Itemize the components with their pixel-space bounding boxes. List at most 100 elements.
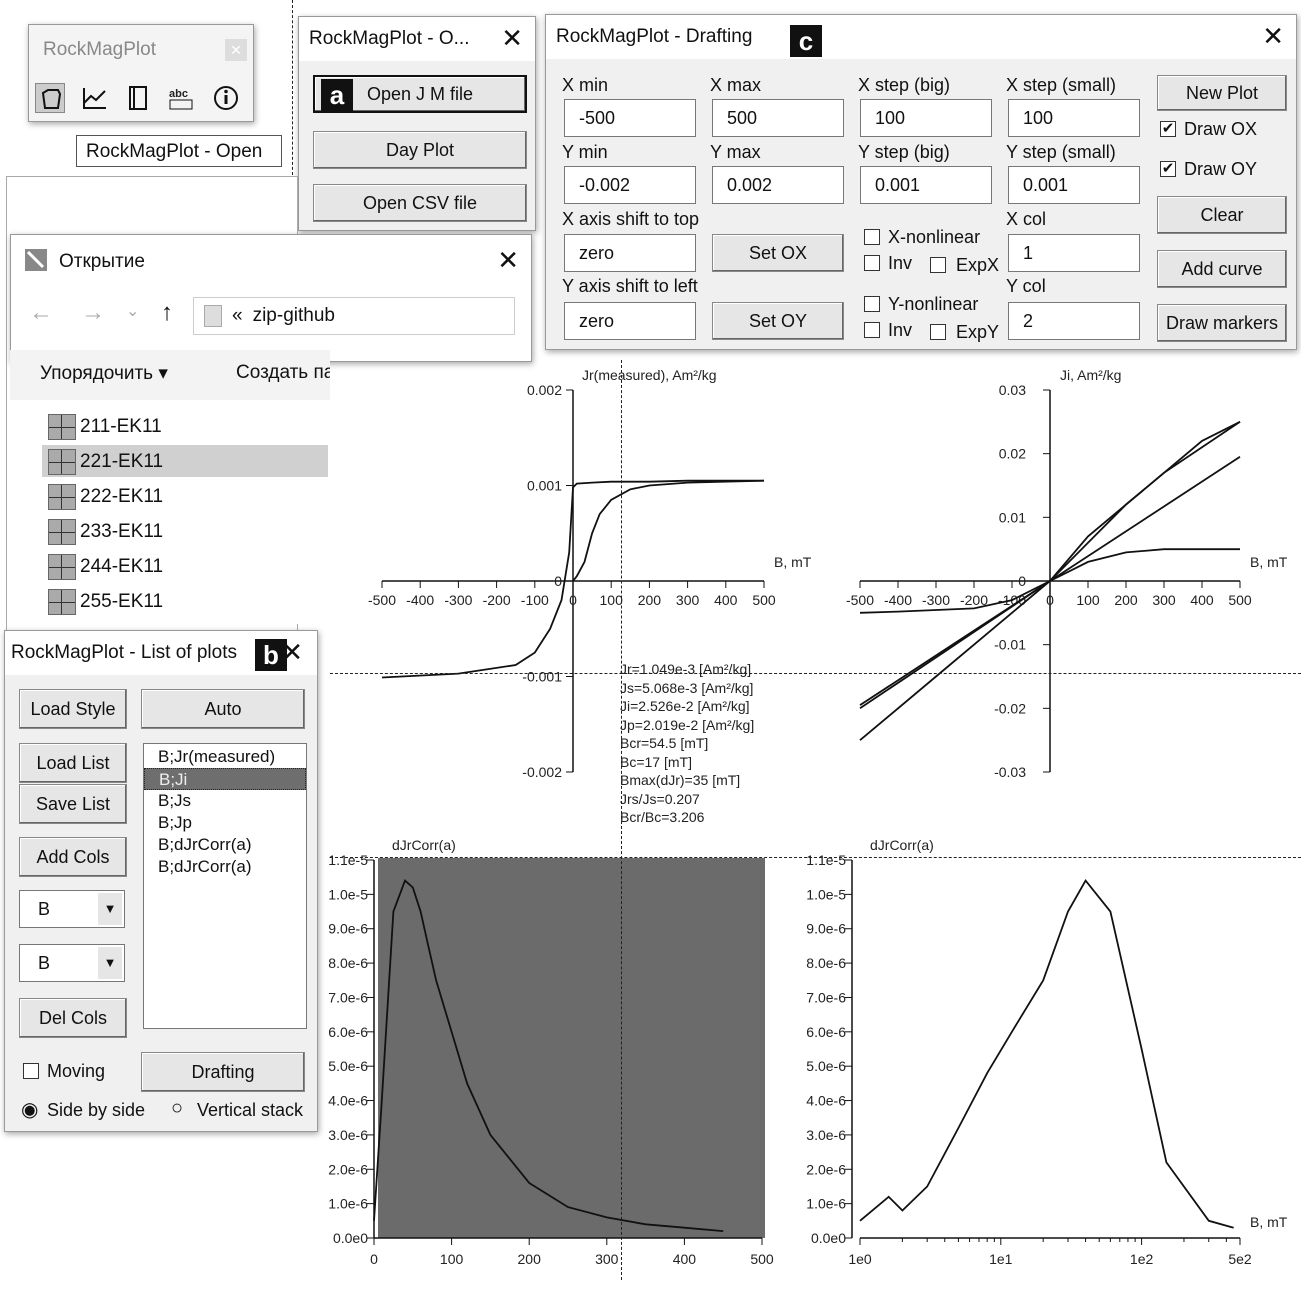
close-icon[interactable]: ✕ [1262, 21, 1284, 51]
draw-ox-checkbox[interactable]: ✔ [1160, 120, 1176, 137]
list-item[interactable]: B;Js [158, 791, 192, 810]
list-item[interactable]: B;Jp [158, 813, 193, 832]
x-tick-label: -400 [406, 592, 434, 608]
set-ox-button[interactable]: Set OX [712, 234, 844, 272]
file-icon [48, 484, 76, 510]
file-item[interactable]: 233-EK11 [48, 517, 163, 547]
file-item[interactable]: 221-EK11 [48, 447, 163, 477]
xmax-input[interactable]: 500 [712, 99, 844, 137]
load-style-button[interactable]: Load Style [19, 689, 127, 729]
close-icon[interactable]: ✕ [501, 23, 523, 53]
file-item[interactable]: 255-EK11 [48, 587, 163, 617]
y-tick-label: 3.0e-6 [806, 1127, 846, 1143]
draw-oy-checkbox[interactable]: ✔ [1160, 160, 1176, 177]
auto-button[interactable]: Auto [141, 689, 305, 729]
xcol-input[interactable]: 1 [1008, 234, 1140, 272]
moving-label: Moving [47, 1061, 106, 1081]
file-item[interactable]: 211-EK11 [48, 412, 162, 442]
dropdown-arrow-icon: ▼ [98, 947, 122, 979]
forward-arrow-icon[interactable]: → [81, 299, 105, 326]
guide-line-vertical-cursor [621, 360, 622, 1280]
x-tick-label: 500 [1228, 592, 1252, 608]
inv-y-checkbox[interactable] [864, 322, 880, 338]
y-tick-label: 7.0e-6 [328, 989, 368, 1005]
mini-toolbar-title: RockMagPlot [43, 39, 156, 60]
ycol-input[interactable]: 2 [1008, 302, 1140, 340]
document-icon[interactable] [123, 83, 153, 113]
series-line [572, 479, 765, 582]
ystep-big-input[interactable]: 0.001 [860, 166, 992, 204]
day-plot-button[interactable]: Day Plot [313, 131, 527, 169]
list-item[interactable]: B;dJrCorr(a) [158, 835, 252, 854]
add-curve-button[interactable]: Add curve [1157, 250, 1287, 288]
plot-icon[interactable] [79, 83, 109, 113]
close-icon[interactable]: ✕ [225, 39, 247, 61]
moving-checkbox[interactable] [23, 1063, 39, 1079]
set-oy-button[interactable]: Set OY [712, 302, 844, 340]
add-cols-button[interactable]: Add Cols [19, 837, 127, 877]
path-bar[interactable]: « zip-github [193, 297, 515, 335]
recent-dropdown-icon[interactable]: ⌄ [126, 303, 140, 320]
ystep-small-label: Y step (small) [1006, 142, 1116, 162]
xmin-input[interactable]: -500 [564, 99, 696, 137]
xshift-input[interactable]: zero [564, 234, 696, 272]
back-arrow-icon[interactable]: ← [29, 299, 53, 326]
x-tick-label: -400 [884, 592, 912, 608]
list-item[interactable]: B;Jr(measured) [158, 747, 276, 766]
list-item[interactable]: B;dJrCorr(a) [158, 857, 252, 876]
draw-ox-label: Draw OX [1184, 119, 1258, 139]
vertical-stack-radio[interactable]: ○ [171, 1097, 184, 1119]
organize-menu[interactable]: Упорядочить ▾ [40, 363, 168, 384]
expx-checkbox[interactable] [930, 257, 946, 273]
path-prefix: « [232, 305, 243, 326]
xstep-small-input[interactable]: 100 [1008, 99, 1140, 137]
y-tick-label: 2.0e-6 [806, 1161, 846, 1177]
inv-x-checkbox[interactable] [864, 255, 880, 271]
expy-checkbox[interactable] [930, 324, 946, 340]
chart-ji: Ji, Am²/kgB, mT-500 -400 -300 -200 -100 0 100 2… [846, 367, 1288, 780]
close-icon[interactable]: ✕ [497, 245, 519, 275]
panel-tag-b: b [255, 639, 287, 671]
xstep-big-input[interactable]: 100 [860, 99, 992, 137]
drafting-button[interactable]: Drafting [141, 1052, 305, 1092]
open-icon[interactable] [35, 83, 65, 113]
column-select-2[interactable]: B ▼ [19, 944, 125, 982]
x-tick-label: -300 [444, 592, 472, 608]
x-tick-label: 5e2 [1228, 1251, 1252, 1267]
open-csv-file-button[interactable]: Open CSV file [313, 184, 527, 222]
ymax-input[interactable]: 0.002 [712, 166, 844, 204]
x-tick-label: 500 [750, 1251, 774, 1267]
side-by-side-radio[interactable]: ◉ [21, 1099, 39, 1121]
ymin-input[interactable]: -0.002 [564, 166, 696, 204]
del-cols-button[interactable]: Del Cols [19, 998, 127, 1038]
ymax-label: Y max [710, 142, 761, 162]
new-plot-button[interactable]: New Plot [1157, 75, 1287, 111]
load-list-button[interactable]: Load List [19, 743, 127, 783]
info-icon[interactable] [211, 83, 241, 113]
plot-list[interactable]: B;Jr(measured) B;Ji B;Js B;Jp B;dJrCorr(… [143, 743, 307, 1029]
file-item[interactable]: 222-EK11 [48, 482, 163, 512]
path-text: zip-github [252, 305, 335, 326]
open-dialog-title: RockMagPlot - O... [309, 28, 470, 49]
clear-button[interactable]: Clear [1157, 196, 1287, 234]
file-item[interactable]: 244-EK11 [48, 552, 163, 582]
x-nonlinear-checkbox[interactable] [864, 229, 880, 245]
save-list-button[interactable]: Save List [19, 784, 127, 824]
abc-icon[interactable]: abc [167, 83, 197, 113]
ystep-small-input[interactable]: 0.001 [1008, 166, 1140, 204]
create-folder-button[interactable]: Создать па [236, 362, 330, 383]
list-item-selected[interactable]: B;Ji [144, 768, 306, 790]
series-line [381, 479, 764, 679]
y-nonlinear-checkbox[interactable] [864, 296, 880, 312]
file-icon [48, 414, 76, 440]
x-tick-label: 1e1 [989, 1251, 1013, 1267]
x-nonlinear-label: X-nonlinear [888, 227, 981, 247]
list-window-title: RockMagPlot - List of plots [11, 642, 237, 663]
panel-tag-c: c [790, 25, 822, 57]
column-select-1[interactable]: B ▼ [19, 890, 125, 928]
draw-markers-button[interactable]: Draw markers [1157, 304, 1287, 342]
up-arrow-icon[interactable]: ↑ [161, 299, 173, 326]
y-tick-label: 0 [1018, 573, 1026, 589]
yshift-input[interactable]: zero [564, 302, 696, 340]
